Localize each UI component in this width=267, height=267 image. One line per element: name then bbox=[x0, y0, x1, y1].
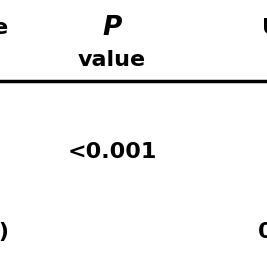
Text: 0.2: 0.2 bbox=[266, 181, 267, 201]
Text: 0): 0) bbox=[0, 181, 2, 201]
Text: value: value bbox=[78, 50, 146, 70]
Text: me: me bbox=[266, 50, 267, 70]
Text: 0.1: 0.1 bbox=[266, 106, 267, 126]
Text: Uc2: Uc2 bbox=[262, 18, 267, 38]
Text: 0.46: 0.46 bbox=[258, 222, 267, 242]
Text: ive: ive bbox=[0, 18, 8, 38]
Text: P: P bbox=[103, 15, 122, 41]
Text: 82): 82) bbox=[0, 222, 10, 242]
Text: <0.001: <0.001 bbox=[68, 142, 157, 162]
Text: 2): 2) bbox=[0, 106, 2, 126]
